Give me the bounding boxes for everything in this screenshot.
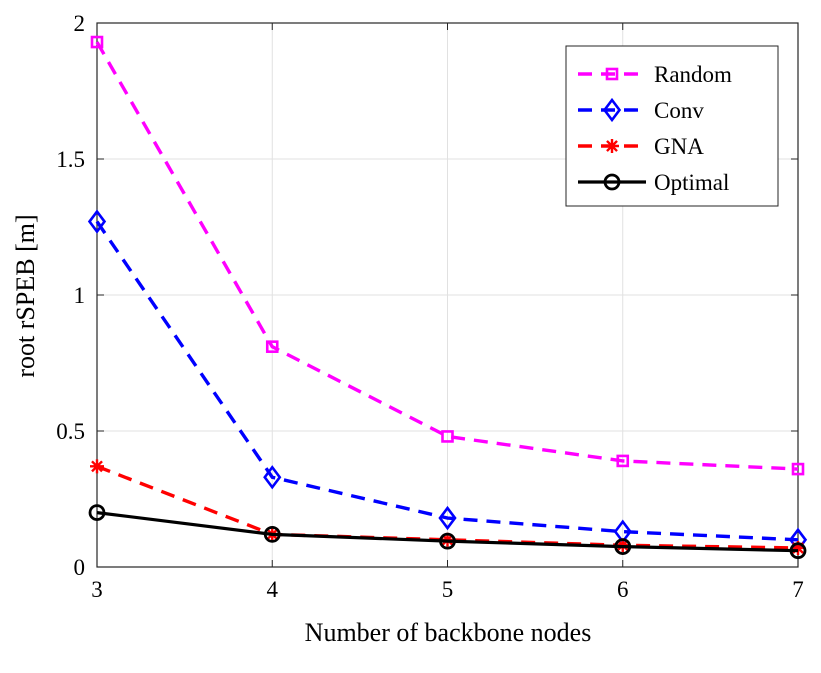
x-tick-label: 5 bbox=[442, 577, 454, 602]
legend-label: GNA bbox=[654, 134, 704, 159]
x-tick-label: 4 bbox=[267, 577, 279, 602]
data-point-optimal bbox=[88, 504, 106, 521]
data-point-optimal bbox=[789, 542, 807, 560]
legend-marker bbox=[603, 173, 621, 191]
series-layer bbox=[87, 35, 808, 560]
series-optimal bbox=[88, 504, 807, 560]
data-point-gna bbox=[90, 459, 104, 474]
y-tick-label: 1.5 bbox=[56, 147, 85, 172]
series-line-conv bbox=[95, 220, 799, 542]
legend-marker bbox=[605, 139, 619, 153]
legend-entry-gna: GNA bbox=[578, 134, 704, 159]
data-point-optimal bbox=[439, 532, 456, 550]
legend-entry-random: Random bbox=[578, 62, 732, 87]
legend-label: Random bbox=[654, 62, 732, 87]
legend: Random Conv GNA Optimal bbox=[565, 45, 779, 207]
y-tick-label: 0.5 bbox=[56, 419, 85, 444]
x-tick-label: 3 bbox=[91, 577, 103, 602]
y-tick-label: 1 bbox=[74, 283, 86, 308]
data-point-random bbox=[616, 454, 630, 468]
x-tick-label: 6 bbox=[617, 577, 629, 602]
legend-marker bbox=[602, 97, 622, 123]
data-point-random bbox=[90, 35, 104, 49]
data-point-conv bbox=[87, 209, 107, 234]
y-tick-label: 0 bbox=[74, 555, 86, 580]
axis-ticks: 3 4 5 6 7 0 0.5 1 1.5 2 bbox=[56, 11, 804, 602]
series-line-optimal bbox=[96, 511, 799, 553]
data-point-random bbox=[265, 340, 279, 353]
series-random bbox=[90, 35, 805, 476]
y-axis-label: root rSPEB [m] bbox=[11, 214, 40, 377]
data-point-conv bbox=[263, 465, 282, 490]
series-line-random bbox=[95, 41, 799, 471]
legend-label: Optimal bbox=[654, 170, 729, 195]
data-point-random bbox=[441, 430, 454, 443]
legend-entry-conv: Conv bbox=[578, 97, 704, 123]
data-point-conv bbox=[438, 505, 457, 531]
legend-marker bbox=[605, 67, 619, 81]
x-axis-label: Number of backbone nodes bbox=[305, 618, 592, 647]
data-point-optimal bbox=[614, 538, 632, 555]
x-tick-label: 7 bbox=[792, 577, 804, 602]
data-point-random bbox=[791, 462, 805, 476]
series-line-gna bbox=[96, 464, 799, 550]
legend-entry-optimal: Optimal bbox=[578, 170, 729, 195]
legend-label: Conv bbox=[654, 98, 704, 123]
y-tick-label: 2 bbox=[74, 11, 86, 36]
data-point-optimal bbox=[263, 525, 281, 543]
data-point-gna bbox=[791, 540, 805, 555]
